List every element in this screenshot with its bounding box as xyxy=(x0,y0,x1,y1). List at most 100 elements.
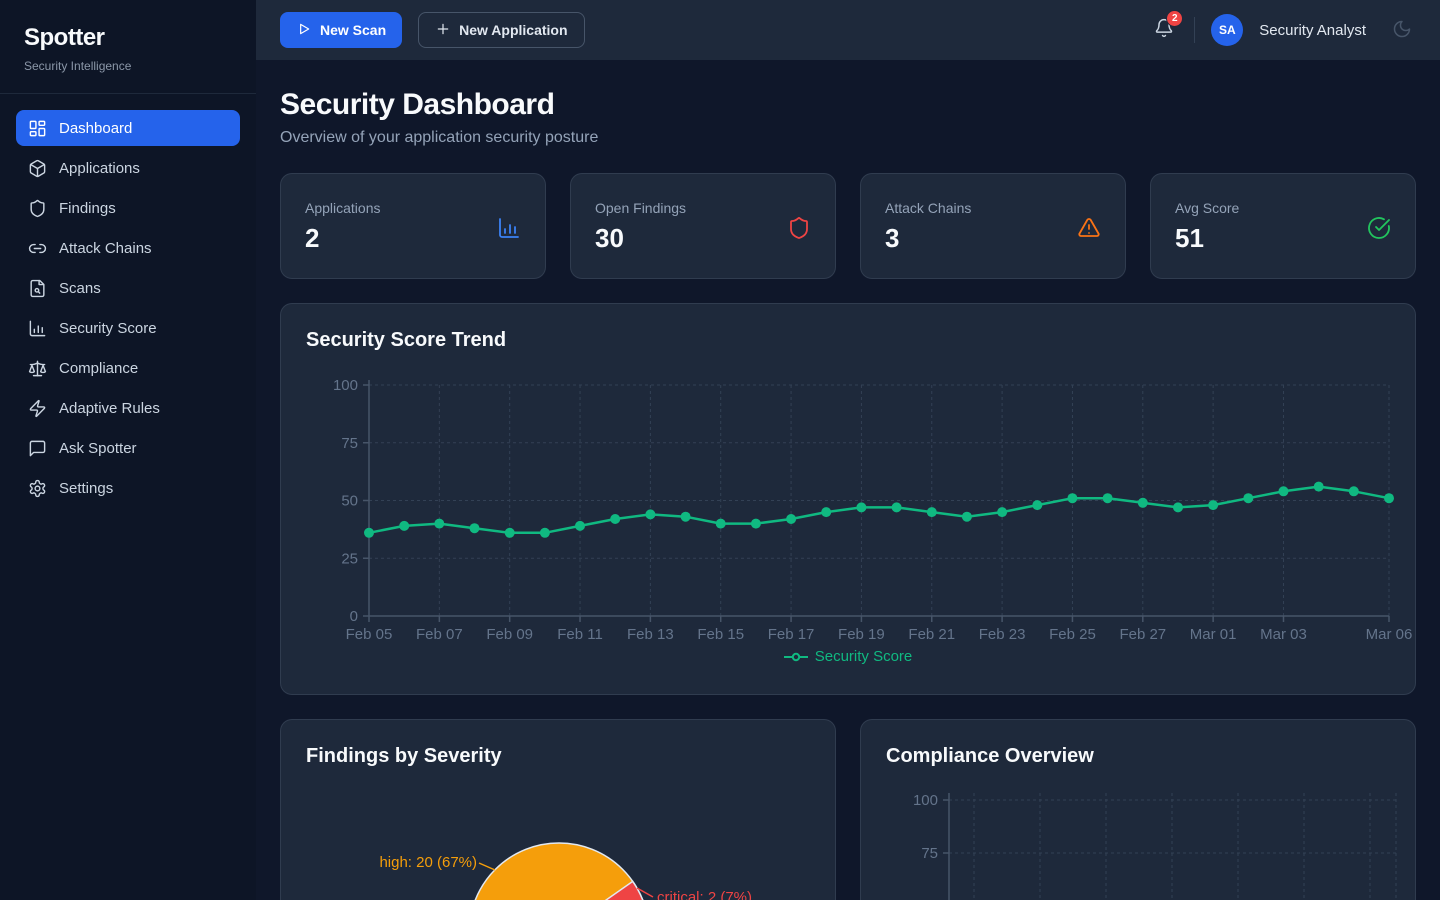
sidebar-item-dashboard[interactable]: Dashboard xyxy=(16,110,240,146)
svg-text:75: 75 xyxy=(921,845,938,862)
app-tagline: Security Intelligence xyxy=(24,59,132,73)
svg-text:Feb 25: Feb 25 xyxy=(1049,626,1096,643)
theme-toggle-button[interactable] xyxy=(1388,15,1416,46)
svg-text:Feb 09: Feb 09 xyxy=(486,626,533,643)
grid xyxy=(368,384,1390,616)
svg-text:Mar 06: Mar 06 xyxy=(1366,626,1413,643)
stat-card-open-findings: Open Findings 30 xyxy=(570,173,836,279)
gear-icon xyxy=(28,479,47,498)
pie-callout-high: high: 20 (67%) xyxy=(379,854,477,871)
svg-text:Feb 21: Feb 21 xyxy=(908,626,955,643)
sidebar-item-findings[interactable]: Findings xyxy=(16,190,240,226)
trend-points xyxy=(364,481,1394,538)
bottom-charts-row: high: 20 (67%) critical: 2 (7%) Findings … xyxy=(280,719,1416,900)
zap-icon xyxy=(28,399,47,418)
svg-text:Mar 03: Mar 03 xyxy=(1260,626,1307,643)
main-content: Security Dashboard Overview of your appl… xyxy=(256,60,1440,900)
stat-card-attack-chains: Attack Chains 3 xyxy=(860,173,1126,279)
user-name: Security Analyst xyxy=(1259,21,1366,39)
sidebar-item-security-score[interactable]: Security Score xyxy=(16,310,240,346)
sidebar-item-label: Compliance xyxy=(59,359,139,377)
sidebar-item-ask-spotter[interactable]: Ask Spotter xyxy=(16,430,240,466)
stat-label: Open Findings xyxy=(595,200,687,216)
y-axis-labels: 0 25 50 75 100 xyxy=(333,377,358,625)
y-axis-labels: 100 75 xyxy=(913,792,938,862)
svg-text:100: 100 xyxy=(913,792,938,809)
page-title: Security Dashboard xyxy=(280,88,555,121)
findings-by-severity-card: high: 20 (67%) critical: 2 (7%) Findings … xyxy=(280,719,836,900)
svg-text:Feb 15: Feb 15 xyxy=(697,626,744,643)
play-icon xyxy=(296,21,312,40)
stat-label: Avg Score xyxy=(1175,200,1240,216)
notification-badge: 2 xyxy=(1166,9,1184,27)
stat-value: 51 xyxy=(1175,223,1204,253)
shield-icon xyxy=(28,199,47,218)
scale-icon xyxy=(28,359,47,378)
stat-value: 30 xyxy=(595,223,624,253)
sidebar: Spotter Security Intelligence Dashboard A… xyxy=(0,0,256,900)
plus-icon xyxy=(435,21,451,40)
shield-icon xyxy=(787,216,811,240)
dashboard-icon xyxy=(28,119,47,138)
logo-block: Spotter Security Intelligence xyxy=(0,0,256,93)
stat-value: 2 xyxy=(305,223,320,253)
topbar-right: 2 SA Security Analyst xyxy=(1150,9,1416,47)
trend-line xyxy=(368,485,1390,535)
security-score-trend-card: Security Score Trend 0 25 50 75 100 Feb 05 Feb… xyxy=(280,303,1416,695)
stat-value: 3 xyxy=(885,223,900,253)
new-scan-label: New Scan xyxy=(320,22,387,38)
main-column: New Scan New Application 2 SA Security A… xyxy=(256,0,1440,900)
sidebar-divider xyxy=(0,93,256,94)
sidebar-item-label: Ask Spotter xyxy=(59,439,137,457)
sidebar-item-scans[interactable]: Scans xyxy=(16,270,240,306)
bar-chart-icon xyxy=(28,319,47,338)
svg-text:Feb 19: Feb 19 xyxy=(838,626,885,643)
svg-text:0: 0 xyxy=(350,608,358,625)
pie-slice-high xyxy=(474,842,644,900)
sidebar-item-label: Findings xyxy=(59,199,116,217)
alert-triangle-icon xyxy=(1077,216,1101,240)
axes xyxy=(943,793,950,900)
notifications-button[interactable]: 2 xyxy=(1150,9,1184,47)
compliance-chart-title: Compliance Overview xyxy=(886,745,1094,767)
x-axis-labels: Feb 05 Feb 07 Feb 09 Feb 11 Feb 13 Feb 15 Feb … xyxy=(346,626,1413,643)
link-icon xyxy=(28,239,47,258)
svg-text:Feb 27: Feb 27 xyxy=(1119,626,1166,643)
box-icon xyxy=(28,159,47,178)
new-application-button[interactable]: New Application xyxy=(418,12,585,48)
file-search-icon xyxy=(28,279,47,298)
check-circle-icon xyxy=(1367,216,1391,240)
sidebar-item-compliance[interactable]: Compliance xyxy=(16,350,240,386)
bar-chart-icon xyxy=(497,216,521,240)
axes xyxy=(363,380,1390,622)
chat-icon xyxy=(28,439,47,458)
new-scan-button[interactable]: New Scan xyxy=(280,12,403,48)
svg-text:Mar 01: Mar 01 xyxy=(1190,626,1237,643)
stat-card-avg-score: Avg Score 51 xyxy=(1150,173,1416,279)
svg-text:Feb 13: Feb 13 xyxy=(627,626,674,643)
svg-text:75: 75 xyxy=(341,435,358,452)
sidebar-item-attack-chains[interactable]: Attack Chains xyxy=(16,230,240,266)
stat-label: Attack Chains xyxy=(885,200,972,216)
sidebar-item-applications[interactable]: Applications xyxy=(16,150,240,186)
svg-text:Feb 17: Feb 17 xyxy=(768,626,815,643)
sidebar-item-adaptive-rules[interactable]: Adaptive Rules xyxy=(16,390,240,426)
compliance-overview-card: 100 75 Compliance Overview xyxy=(860,719,1416,900)
sidebar-item-label: Scans xyxy=(59,279,101,297)
pie-callout-line-high xyxy=(478,862,496,871)
svg-text:100: 100 xyxy=(333,377,358,394)
trend-chart-title: Security Score Trend xyxy=(306,329,507,351)
sidebar-nav: Dashboard Applications Findings Attack Chai… xyxy=(0,94,256,526)
moon-icon xyxy=(1392,19,1412,42)
findings-chart-title: Findings by Severity xyxy=(306,745,502,767)
avatar[interactable]: SA xyxy=(1211,14,1244,46)
stat-cards-row: Applications 2 Open Findings 30 Attack Chain… xyxy=(280,173,1416,279)
sidebar-item-label: Security Score xyxy=(59,319,157,337)
sidebar-item-label: Settings xyxy=(59,479,114,497)
svg-text:Feb 23: Feb 23 xyxy=(979,626,1026,643)
sidebar-item-label: Applications xyxy=(59,159,140,177)
trend-chart-legend[interactable]: Security Score xyxy=(281,648,1415,665)
topbar-divider xyxy=(1194,17,1196,43)
sidebar-item-settings[interactable]: Settings xyxy=(16,470,240,506)
